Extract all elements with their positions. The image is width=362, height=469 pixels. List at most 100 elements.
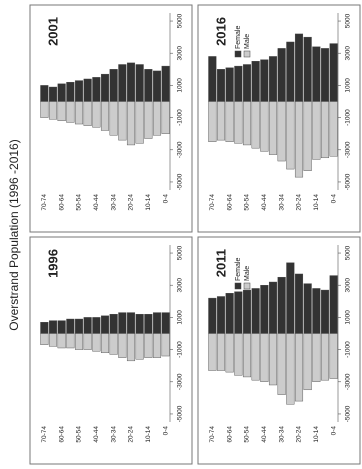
bar [144,313,153,334]
x-tick-label: 1000 [345,310,352,325]
bar [268,101,278,155]
x-tick-label: 5000 [177,13,184,28]
legend-label: Female [235,26,242,49]
bar [286,333,295,405]
bar [135,313,144,334]
bar [251,333,260,381]
bar [92,77,101,102]
bar [126,62,136,102]
bar [66,81,75,102]
bar [74,333,84,350]
bar [242,64,252,102]
bar [286,101,295,170]
bar [216,296,226,334]
bar [225,293,234,334]
bar [329,333,338,379]
bar [109,69,118,102]
y-tick-label: 0-4 [330,426,337,436]
y-tick-label: 0-4 [162,426,169,436]
legend-swatch [243,50,251,58]
legend-swatch [243,282,251,290]
bar [144,333,153,358]
y-tick-label: 40-44 [261,194,268,211]
panel-title: 1996 [45,249,60,278]
bar [40,85,49,102]
y-tick-label: 40-44 [93,194,100,211]
bar [74,101,84,125]
bar [208,297,217,334]
bar [208,333,217,371]
bar [152,312,162,334]
panel-frame [29,4,193,233]
bar [48,333,58,347]
y-tick-label: 50-54 [76,194,83,211]
y-tick-label: 50-54 [76,426,83,443]
bar [268,56,278,102]
panel-title: 2016 [213,17,228,46]
bar [83,101,92,126]
y-tick-label: 60-64 [226,194,233,211]
bar [329,43,338,102]
x-tick-label: -3000 [177,141,184,158]
bar [66,101,75,123]
bar [225,101,234,142]
bar [260,101,269,152]
y-tick-label: 30-34 [278,426,285,443]
legend-label: Female [235,258,242,281]
bar [320,289,330,334]
y-tick-label: 10-14 [313,426,320,443]
bar [118,64,127,102]
bar [234,101,243,144]
bar [126,312,136,334]
bar [57,320,66,334]
bar [135,101,144,144]
bar [57,101,66,122]
bar [109,313,118,334]
chart-panel: 70-74 60-64 50-54 40-44 30-34 20-24 10-14 0-4 -5… [197,4,361,233]
y-tick-label: 70-74 [209,426,216,443]
y-tick-label: 10-14 [145,194,152,211]
bar [277,101,286,162]
x-tick-label: -5000 [177,173,184,190]
bar [329,275,338,334]
bar [161,333,170,357]
bar [277,48,286,102]
bar [320,101,330,159]
y-tick-label: 20-24 [128,194,135,211]
bar [118,101,127,141]
bar [161,312,170,334]
bar [48,101,58,120]
rotated-content: Overstrand Population (1996 -2016) 70-74… [7,4,361,465]
y-tick-label: 60-64 [226,426,233,443]
bar [303,101,312,171]
panel-title: 2001 [45,17,60,46]
bar [152,333,162,358]
bar [251,288,260,334]
bar [135,333,144,360]
bar [100,333,110,354]
x-tick-label: -5000 [345,173,352,190]
bar [260,285,269,334]
bar [286,262,295,334]
bar [208,101,217,142]
x-tick-label: 5000 [177,245,184,260]
y-tick-label: 70-74 [209,194,216,211]
bar [216,69,226,102]
bar [40,333,49,345]
y-tick-label: 10-14 [145,426,152,443]
legend-swatch [234,282,242,290]
x-tick-label: 1000 [177,310,184,325]
x-tick-label: -5000 [345,405,352,422]
panel-frame [29,236,193,465]
bar [109,333,118,355]
bar [277,333,286,395]
y-tick-label: 20-24 [296,426,303,443]
bar [234,291,243,334]
bar [294,33,304,102]
bar [242,333,252,378]
y-tick-label: 60-64 [58,194,65,211]
y-tick-label: 40-44 [261,426,268,443]
bar [92,317,101,334]
x-tick-label: 3000 [177,278,184,293]
chart-panel: 70-74 60-64 50-54 40-44 30-34 20-24 10-14 0-4 -5… [29,4,193,233]
